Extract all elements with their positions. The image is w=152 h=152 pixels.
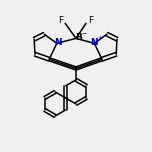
Text: B: B xyxy=(75,33,82,42)
Text: N: N xyxy=(90,38,97,47)
Text: F: F xyxy=(88,16,93,25)
Text: −: − xyxy=(81,31,87,36)
Text: F: F xyxy=(58,16,64,25)
Text: N: N xyxy=(54,38,61,47)
Text: +: + xyxy=(98,35,103,40)
